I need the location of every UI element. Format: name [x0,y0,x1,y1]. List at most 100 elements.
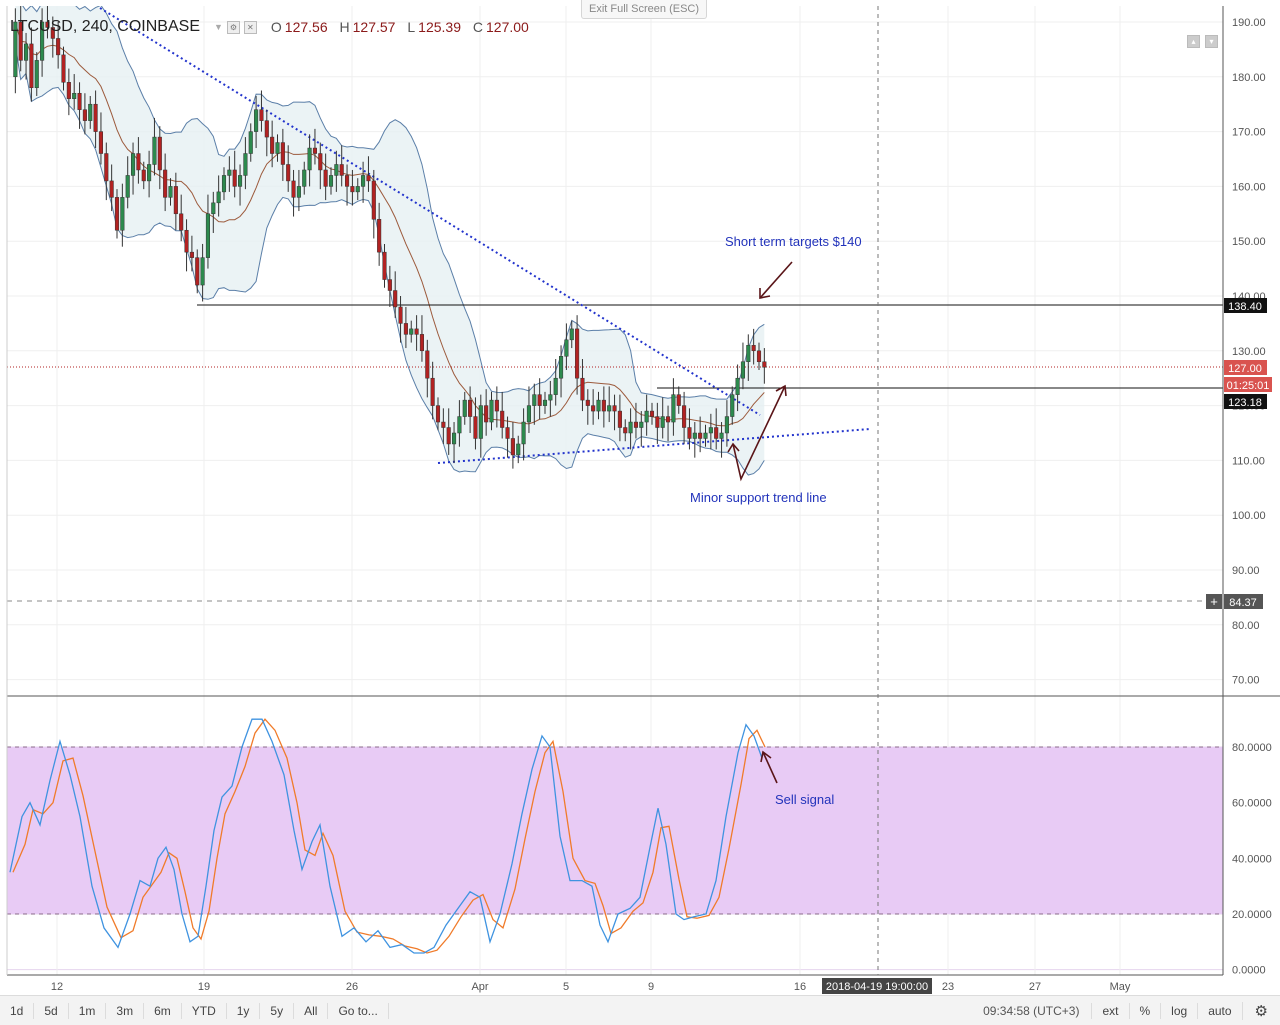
timeframe-button[interactable]: 5d [34,1002,69,1019]
stoch-tick-label: 20.0000 [1232,909,1272,921]
svg-text:138.40: 138.40 [1228,301,1262,313]
exit-fullscreen-button[interactable]: Exit Full Screen (ESC) [581,0,707,19]
stoch-axis[interactable]: 80.0000 60.0000 40.0000 20.0000 0.0000 [1232,742,1272,977]
timeframe-button[interactable]: 5y [260,1002,295,1019]
candle-body [270,136,275,154]
crosshair-time-tag: 2018-04-19 19:00:00 [822,978,932,994]
candle-body [532,394,537,406]
scale-option-button[interactable]: ext [1091,1002,1128,1019]
targets-annotation: Short term targets $140 [725,234,862,249]
symbol-title[interactable]: LTCUSD, 240, COINBASE [10,18,200,35]
candle-body [141,169,146,182]
candle-body [195,257,200,286]
candle-body [580,377,585,401]
candle-body [639,421,644,428]
price-axis[interactable]: 190.00180.00170.00160.00150.00140.00130.… [1232,17,1266,687]
timeframe-button[interactable]: 1d [0,1002,35,1019]
options-list: ext% log auto [1091,1002,1241,1019]
svg-text:01:25:01: 01:25:01 [1227,380,1270,392]
candle-body [280,142,285,165]
symbol-header: LTCUSD, 240, COINBASE ▼ ⚙ ✕ O 127.56 H 127… [10,16,537,38]
candle-body [398,306,403,324]
pane-up-icon[interactable]: ▴ [1187,35,1200,48]
price-tick-label: 100.00 [1232,510,1266,522]
candle-body [687,427,692,439]
time-tick-label: Apr [471,981,488,993]
candle-body [569,328,574,341]
svg-text:84.37: 84.37 [1229,597,1257,609]
stoch-overbought-band [7,747,1223,914]
candle-body [216,191,221,204]
remove-icon[interactable]: ✕ [243,20,257,34]
support-trend-line [437,428,871,464]
timeframe-button[interactable]: 1y [227,1002,261,1019]
candle-body [13,21,18,78]
timeframe-button[interactable]: 3m [106,1002,145,1019]
candle-body [291,180,296,198]
candle-body [259,109,264,121]
candle-body [671,394,676,423]
candle-body [542,399,548,406]
candle-body [553,377,558,395]
candle-body [323,169,328,187]
candle-body [596,399,601,412]
candle-body [409,328,414,335]
candle-body [575,328,580,379]
candle-body [751,345,756,352]
scale-option-button[interactable]: auto [1197,1002,1241,1019]
gear-icon[interactable]: ⚙ [1241,1001,1280,1020]
pane-down-icon[interactable]: ▾ [1205,35,1218,48]
candle-body [77,92,82,110]
candle-body [446,427,451,445]
price-tick-label: 90.00 [1232,565,1260,577]
stoch-tick-label: 60.0000 [1232,798,1272,810]
timeframe-button[interactable]: All [294,1002,329,1019]
scale-option-button[interactable]: log [1160,1002,1197,1019]
candle-body [730,394,735,417]
settings-icon[interactable]: ⚙ [226,20,240,34]
candle-body [248,131,253,154]
candle-body [82,109,87,121]
timeframe-button[interactable]: 1m [69,1002,107,1019]
sell-arrow [760,750,778,784]
candle-body [692,432,697,439]
candle-body [724,416,729,434]
goto-button[interactable]: Go to... [328,1002,389,1019]
support-arrows [727,384,787,482]
candle-body [708,427,713,434]
candle-body [666,416,671,423]
candle-body [462,399,467,417]
candle-body [526,405,532,423]
high-value: 127.57 [352,19,396,35]
dashed-level-tag[interactable]: + 84.37 [1206,594,1263,609]
candle-body [211,202,216,215]
stoch-tick-label: 40.0000 [1232,853,1272,865]
candle-body [601,399,606,412]
candle-body [516,443,521,456]
candle-body [371,180,376,220]
candle-body [66,82,71,99]
price-tick-label: 130.00 [1232,346,1266,358]
timeframe-button[interactable]: YTD [182,1002,227,1019]
candle-body [189,251,194,258]
candle-body [435,405,441,423]
candle-body [468,399,473,417]
plus-icon: + [1210,594,1218,609]
time-axis[interactable]: 12 19 26 Apr 5 9 16 23 27 May [51,981,1131,993]
scale-option-button[interactable]: % [1128,1002,1161,1019]
timeframe-button[interactable]: 6m [144,1002,182,1019]
chevron-down-icon[interactable]: ▼ [213,22,223,32]
candle-body [61,54,66,83]
candle-body [205,213,210,258]
sell-annotation: Sell signal [775,792,834,807]
candle-body [494,399,499,412]
candle-body [430,377,435,406]
ohlc-values: O 127.56 H 127.57 L 125.39 C 127.00 [270,19,529,35]
candle-body [361,175,366,187]
candle-body [393,290,398,308]
candle-body [157,136,162,171]
candle-body [441,421,446,428]
candle-body [649,410,655,417]
candle-body [564,339,569,357]
chart-canvas[interactable]: 190.00180.00170.00160.00150.00140.00130.… [0,0,1280,995]
